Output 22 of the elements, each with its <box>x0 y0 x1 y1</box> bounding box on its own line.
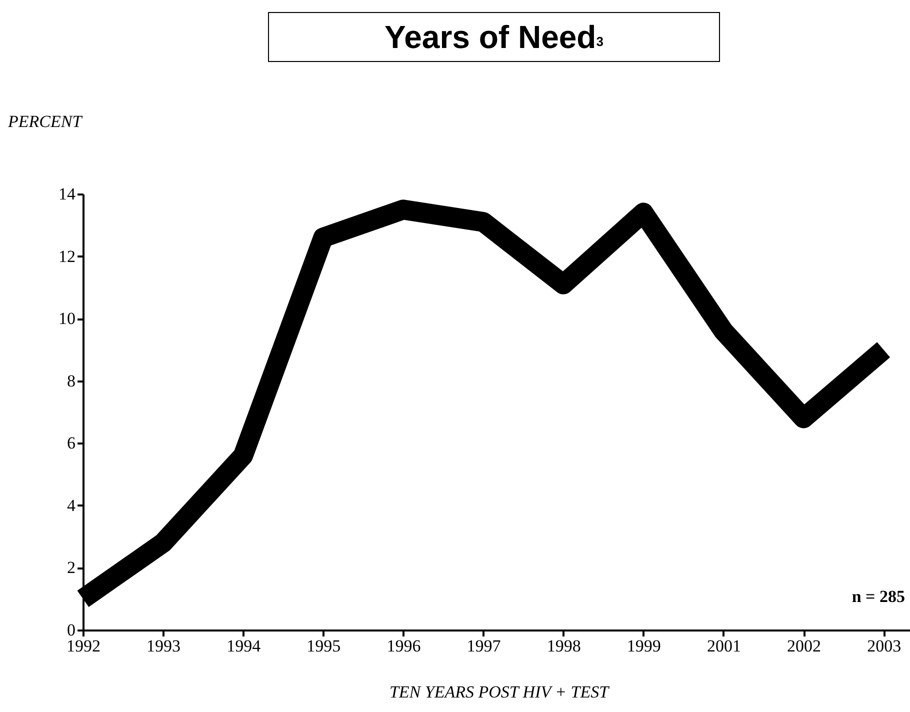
x-tick-label: 1998 <box>546 636 581 656</box>
x-tick-label: 1996 <box>386 636 421 656</box>
y-tick-label: 14 <box>58 184 76 204</box>
y-tick-label: 0 <box>67 620 76 640</box>
y-tick-label: 8 <box>67 371 76 390</box>
x-tick-label: 2003 <box>867 636 902 656</box>
x-tick-label: 1999 <box>626 636 661 656</box>
x-tick-label: 1995 <box>306 636 341 656</box>
x-tick-label: 1992 <box>66 636 100 656</box>
y-axis-title: PERCENT <box>8 112 82 132</box>
x-axis-title: TEN YEARS POST HIV + TEST <box>389 682 610 702</box>
annotation: n = 285 <box>852 587 905 606</box>
y-tick-label: 2 <box>67 558 76 578</box>
x-tick-label: 1997 <box>466 636 502 656</box>
y-tick-label: 4 <box>67 496 76 515</box>
x-tick-label: 2002 <box>787 636 822 656</box>
y-tick-label: 6 <box>67 434 76 453</box>
x-tick-label: 1993 <box>146 636 181 656</box>
x-tick-label: 1994 <box>226 636 262 656</box>
y-tick-label: 10 <box>58 309 76 328</box>
x-tick-label: 2001 <box>706 636 741 656</box>
y-tick-label: 12 <box>58 246 76 266</box>
